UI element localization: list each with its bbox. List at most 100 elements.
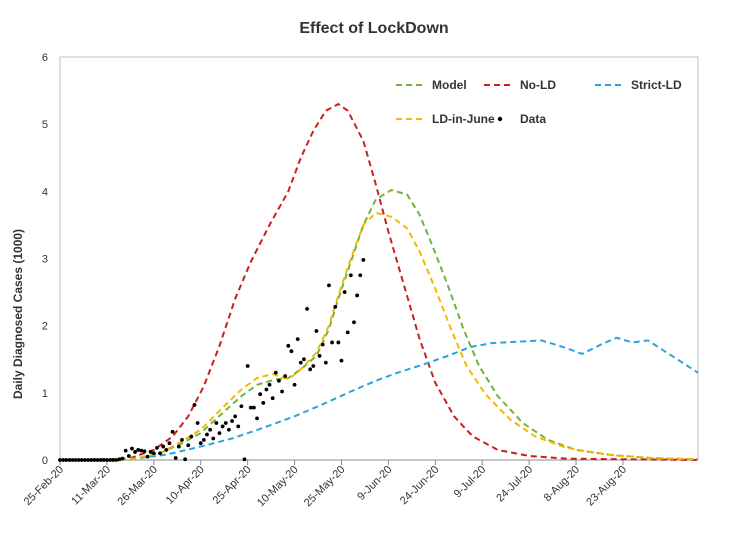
x-tick-label: 10-May-20 <box>255 464 301 510</box>
data-point <box>220 424 225 429</box>
series-layer <box>58 103 699 462</box>
data-point <box>208 427 213 432</box>
data-point <box>264 387 269 392</box>
data-point <box>248 405 253 410</box>
data-point <box>226 427 231 432</box>
legend-label: No-LD <box>520 78 556 92</box>
data-point <box>155 446 159 450</box>
data-point <box>314 329 319 333</box>
y-axis-title: Daily Diagnosed Cases (1000) <box>11 229 25 399</box>
y-tick-label: 5 <box>42 119 48 131</box>
data-point <box>336 340 341 345</box>
data-point <box>139 448 144 453</box>
data-point <box>255 416 259 421</box>
data-point <box>223 421 228 425</box>
data-point <box>111 458 116 462</box>
x-tick-label: 26-Mar-20 <box>116 464 160 508</box>
series-line-no-ld <box>59 103 699 461</box>
data-point <box>186 443 191 448</box>
data-point <box>245 364 250 368</box>
data-point <box>180 437 184 442</box>
data-point <box>323 360 328 365</box>
data-point <box>120 456 125 461</box>
x-tick-label: 25-May-20 <box>302 464 348 510</box>
series-line-ld-in-june <box>59 211 699 461</box>
data-point <box>136 448 141 452</box>
data-point <box>192 403 197 407</box>
data-point <box>67 458 72 462</box>
data-point <box>283 374 288 378</box>
legend-label: LD-in-June <box>432 112 495 126</box>
data-point <box>298 360 303 365</box>
data-point <box>233 414 238 419</box>
data-point <box>333 304 338 309</box>
data-point <box>161 444 166 449</box>
y-tick-label: 3 <box>42 254 48 266</box>
x-tick-label: 11-Mar-20 <box>69 464 113 508</box>
y-tick-label: 1 <box>42 388 48 400</box>
data-point <box>205 432 209 437</box>
data-point <box>252 405 256 410</box>
data-point <box>261 401 266 405</box>
data-point <box>86 458 91 462</box>
x-tick-label: 9-Jul-20 <box>452 464 489 501</box>
data-point <box>273 370 278 375</box>
data-point <box>352 320 356 325</box>
data-point <box>236 424 241 429</box>
data-point <box>98 458 103 462</box>
data-point <box>214 421 219 425</box>
data-point <box>130 446 134 451</box>
data-point <box>348 273 353 278</box>
data-point <box>92 458 97 462</box>
y-axis-ticks: 0 1 2 3 4 5 6 <box>42 52 48 467</box>
data-point <box>270 396 275 401</box>
legend-label: Strict-LD <box>631 78 682 92</box>
series-data <box>58 257 366 462</box>
data-point <box>114 458 119 462</box>
data-point <box>277 378 281 383</box>
data-point <box>201 437 206 442</box>
x-axis-ticks: 25-Feb-20 11-Mar-20 26-Mar-20 10-Apr-20 25-A… <box>22 460 629 509</box>
legend-item-model: Model <box>396 78 467 92</box>
data-point <box>164 448 169 452</box>
data-point <box>289 349 294 354</box>
data-point <box>327 283 331 288</box>
data-point <box>176 444 181 449</box>
data-point <box>330 340 334 345</box>
data-point <box>302 357 306 362</box>
data-point <box>133 450 137 454</box>
legend-item-strict-ld: Strict-LD <box>595 78 682 92</box>
data-point <box>76 458 81 462</box>
legend-item-no-ld: No-LD <box>484 78 556 92</box>
data-point <box>167 441 172 446</box>
data-point <box>195 421 200 425</box>
data-point <box>117 457 122 462</box>
data-point <box>64 458 69 462</box>
data-point <box>58 458 62 462</box>
x-tick-label: 9-Jun-20 <box>355 464 394 503</box>
data-point <box>108 458 112 462</box>
x-tick-label: 24-Jul-20 <box>494 464 535 505</box>
y-tick-label: 6 <box>42 52 48 64</box>
data-point <box>311 364 316 368</box>
data-point <box>342 290 347 294</box>
x-tick-label: 8-Aug-20 <box>542 464 582 504</box>
data-point <box>258 392 263 397</box>
data-point <box>189 434 194 439</box>
data-point <box>89 458 94 462</box>
data-point <box>358 273 363 278</box>
data-point <box>242 457 247 462</box>
plot-area-frame <box>59 56 699 461</box>
series-line-model <box>59 188 699 461</box>
data-point <box>292 382 297 387</box>
data-point <box>95 458 100 462</box>
data-point <box>105 458 109 462</box>
data-point <box>267 382 272 387</box>
data-point <box>339 358 344 363</box>
data-point <box>145 454 150 459</box>
legend-marker <box>497 116 503 122</box>
data-point <box>295 337 300 341</box>
data-point <box>217 431 222 436</box>
